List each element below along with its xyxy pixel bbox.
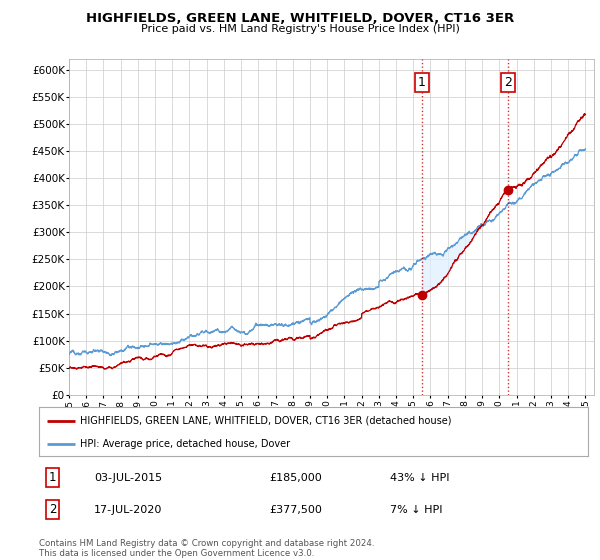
Text: HIGHFIELDS, GREEN LANE, WHITFIELD, DOVER, CT16 3ER: HIGHFIELDS, GREEN LANE, WHITFIELD, DOVER… <box>86 12 514 25</box>
Text: £377,500: £377,500 <box>269 505 322 515</box>
Text: 17-JUL-2020: 17-JUL-2020 <box>94 505 162 515</box>
Text: HIGHFIELDS, GREEN LANE, WHITFIELD, DOVER, CT16 3ER (detached house): HIGHFIELDS, GREEN LANE, WHITFIELD, DOVER… <box>80 416 452 426</box>
Text: 2: 2 <box>49 503 56 516</box>
Text: 7% ↓ HPI: 7% ↓ HPI <box>391 505 443 515</box>
Text: HPI: Average price, detached house, Dover: HPI: Average price, detached house, Dove… <box>80 439 290 449</box>
Text: 43% ↓ HPI: 43% ↓ HPI <box>391 473 450 483</box>
Text: 1: 1 <box>49 471 56 484</box>
Text: 03-JUL-2015: 03-JUL-2015 <box>94 473 162 483</box>
Text: 2: 2 <box>504 76 512 89</box>
Text: Price paid vs. HM Land Registry's House Price Index (HPI): Price paid vs. HM Land Registry's House … <box>140 24 460 34</box>
Text: £185,000: £185,000 <box>269 473 322 483</box>
Text: Contains HM Land Registry data © Crown copyright and database right 2024.
This d: Contains HM Land Registry data © Crown c… <box>39 539 374 558</box>
Text: 1: 1 <box>418 76 426 89</box>
